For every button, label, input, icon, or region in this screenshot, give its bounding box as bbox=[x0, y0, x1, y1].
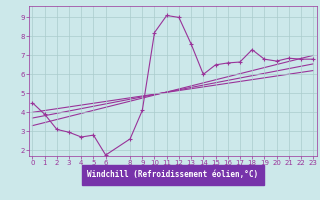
X-axis label: Windchill (Refroidissement éolien,°C): Windchill (Refroidissement éolien,°C) bbox=[87, 170, 258, 179]
